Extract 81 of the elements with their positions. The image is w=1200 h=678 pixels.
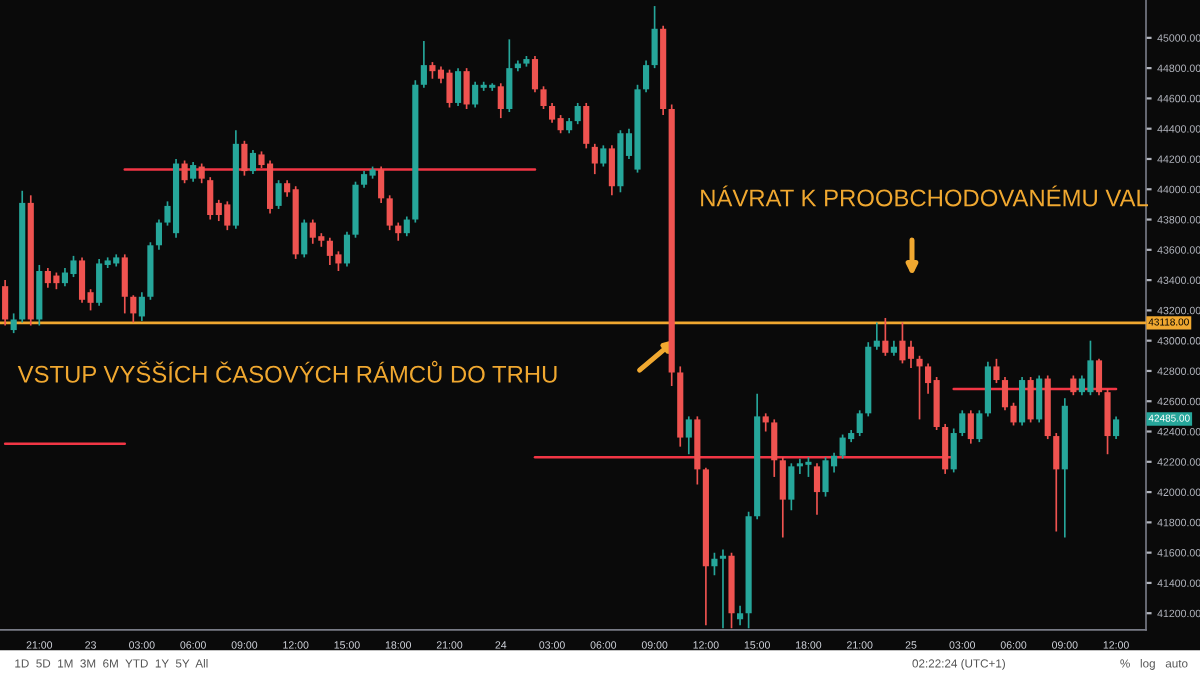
candlestick — [719, 548, 727, 630]
candlestick — [463, 67, 470, 110]
candlestick — [1113, 415, 1120, 440]
candlestick — [813, 462, 821, 516]
candlestick — [540, 85, 547, 110]
candlestick — [839, 433, 846, 460]
candlestick — [326, 236, 333, 266]
candlestick — [531, 55, 539, 94]
candlestick — [2, 279, 9, 327]
candlestick — [959, 409, 966, 437]
annotation: VSTUP VYŠŠÍCH ČASOVÝCH RÁMCŮ DO TRHU — [17, 360, 557, 383]
candlestick — [138, 291, 145, 322]
candlestick — [583, 102, 590, 150]
candlestick — [266, 159, 274, 215]
candlestick — [207, 176, 214, 221]
candlestick — [967, 409, 974, 445]
candlestick — [309, 218, 316, 245]
candlestick — [70, 255, 77, 278]
candlestick — [548, 102, 556, 124]
candlestick — [771, 418, 778, 478]
candlestick — [1036, 374, 1043, 424]
candlestick — [1019, 376, 1026, 427]
annotation: NÁVRAT K PROOBCHODOVANÉMU VAL — [701, 185, 1148, 207]
candlestick — [1053, 432, 1060, 533]
candlestick — [873, 321, 880, 351]
candlestick — [788, 462, 795, 512]
candlestick — [976, 409, 983, 443]
candlestick — [907, 339, 915, 369]
candlestick — [737, 604, 744, 627]
candlestick — [557, 114, 564, 135]
candlestick — [993, 358, 1000, 384]
candlestick — [224, 200, 231, 231]
candlestick — [454, 67, 462, 107]
candlestick — [275, 179, 282, 210]
candlestick — [155, 218, 163, 251]
candlestick — [1087, 339, 1094, 397]
candlestick — [44, 267, 51, 289]
candlestick — [403, 215, 410, 238]
candlestick — [472, 80, 479, 109]
candlestick — [241, 139, 248, 177]
candlestick — [249, 149, 257, 175]
candlestick — [822, 456, 829, 498]
candlestick — [497, 82, 504, 119]
candlestick — [651, 5, 658, 69]
candlestick — [984, 361, 991, 418]
candlestick — [506, 38, 513, 113]
candlestick — [10, 312, 17, 334]
candlestick — [378, 165, 385, 204]
candlestick — [130, 294, 137, 324]
candlestick — [181, 159, 188, 185]
candlestick — [420, 40, 427, 89]
candlestick — [1070, 374, 1077, 397]
candlestick — [78, 256, 86, 304]
candlestick — [805, 456, 812, 478]
candlestick — [642, 59, 650, 94]
candlestick — [574, 102, 581, 125]
candlestick — [942, 423, 949, 475]
candlestick — [685, 415, 692, 456]
candlestick — [950, 427, 957, 474]
candlestick — [916, 354, 923, 421]
candlestick — [762, 412, 769, 433]
candlestick — [899, 321, 906, 365]
candlestick — [856, 409, 863, 437]
candlestick — [608, 144, 615, 197]
candlestick — [711, 551, 718, 577]
candlestick — [600, 144, 607, 168]
candlestick — [882, 317, 889, 357]
candlestick — [779, 456, 786, 539]
candlestick — [1095, 358, 1103, 397]
candlestick — [190, 161, 197, 183]
candlestick — [1027, 376, 1034, 424]
candlestick — [96, 258, 103, 307]
candlestick — [301, 218, 308, 259]
candlestick — [446, 68, 453, 109]
candlestick — [343, 230, 351, 268]
candlestick — [386, 194, 393, 231]
candlestick — [591, 143, 598, 175]
candlestick — [198, 162, 205, 185]
candlestick — [1104, 388, 1111, 456]
candlestick — [121, 253, 128, 315]
candlestick — [61, 267, 69, 287]
